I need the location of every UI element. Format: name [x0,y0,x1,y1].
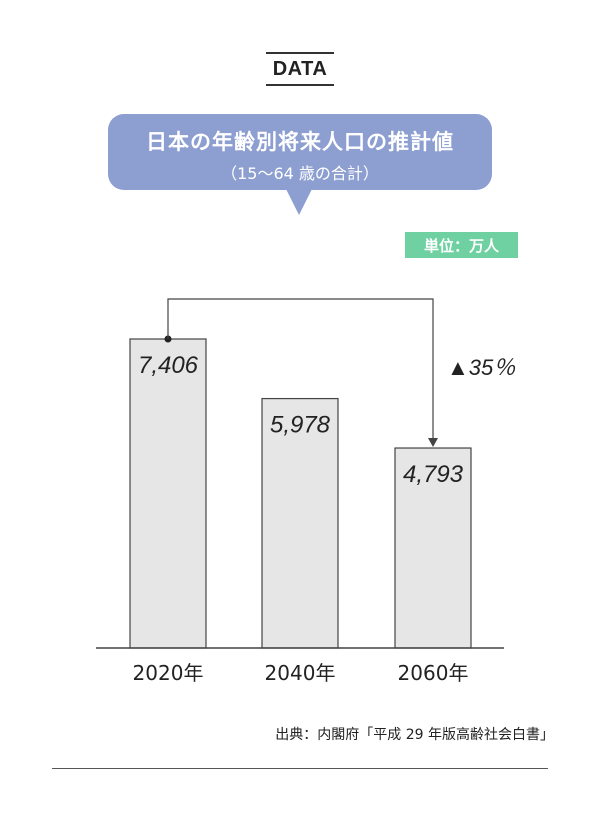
title-bubble: 日本の年齢別将来人口の推計値 （15〜64 歳の合計） [108,114,492,190]
value-label-2020年: 7,406 [138,352,199,379]
chart-title: 日本の年齢別将来人口の推計値 [146,130,454,154]
category-labels-group: 2020年 2040年 2060年 [133,661,469,685]
category-label-2020年: 2020年 [133,661,204,685]
data-tag: DATA [266,52,334,86]
unit-badge: 単位：万人 [405,232,518,258]
chart-subtitle: （15〜64 歳の合計） [221,164,379,183]
value-label-2040年: 5,978 [270,412,331,439]
source-note: 出典：内閣府「平成 29 年版高齢社会白書」 [275,727,554,743]
annotation-arrowhead [428,438,438,448]
bars-group [129,338,472,649]
change-annotation: ▲35％ [164,298,516,448]
category-label-2060年: 2060年 [398,661,469,685]
value-label-2060年: 4,793 [403,461,464,488]
category-label-2040年: 2040年 [265,661,336,685]
annotation-bracket-line [167,298,434,441]
value-labels-group: 7,406 5,978 4,793 [138,352,464,488]
footer-divider [52,768,548,769]
bar-2020年 [129,338,207,649]
bubble-tail [286,189,312,215]
annotation-text: ▲35％ [447,355,516,380]
